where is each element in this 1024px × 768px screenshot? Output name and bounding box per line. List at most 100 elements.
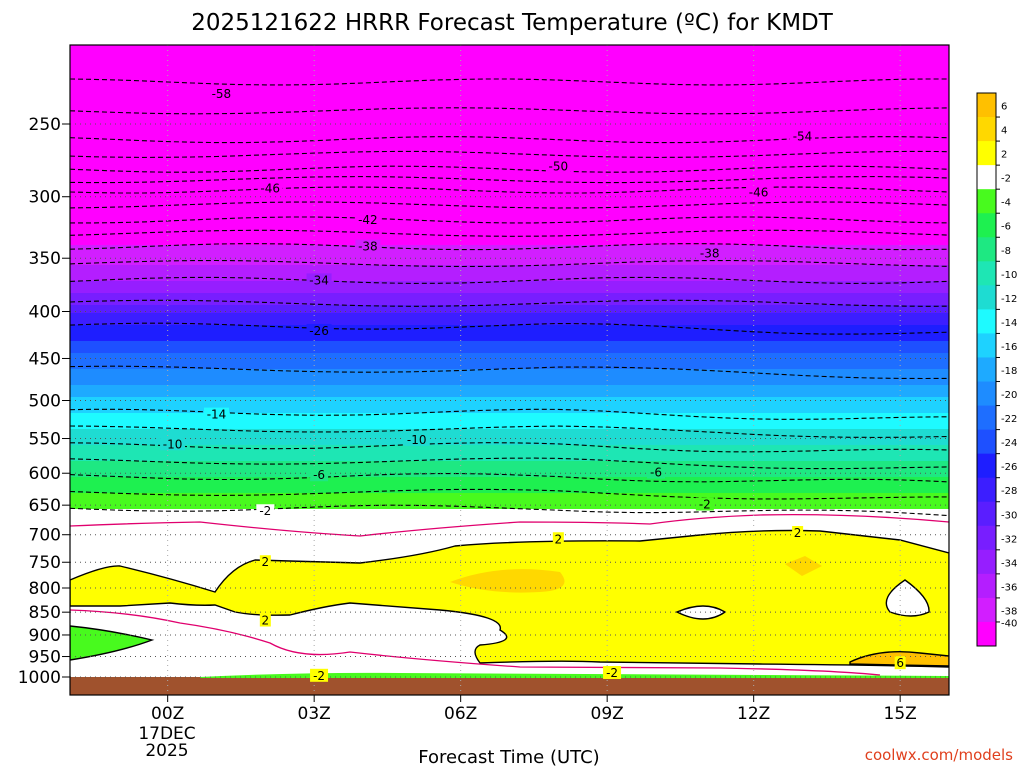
- y-tick-label: 850: [29, 603, 61, 623]
- y-tick-label: 400: [29, 302, 61, 322]
- temperature-band: [70, 53, 949, 58]
- x-tick-label: 12Z: [737, 704, 770, 724]
- temperature-band: [70, 193, 949, 198]
- temperature-band: [70, 157, 949, 162]
- warm-patch: [450, 569, 565, 593]
- colorbar-swatch: [977, 405, 996, 431]
- contour-label-bg: [306, 323, 332, 337]
- temperature-band: [70, 405, 949, 410]
- temperature-band: [70, 73, 949, 78]
- contour-label: -46: [749, 186, 769, 200]
- temperature-band: [70, 133, 949, 138]
- temperature-band: [70, 469, 949, 474]
- contour-label-bg: [697, 246, 723, 260]
- temperature-band: [70, 185, 949, 190]
- y-tick-label: 950: [29, 648, 61, 668]
- contour-label-bg: [894, 656, 906, 670]
- contour-label: -54: [793, 130, 813, 144]
- contour-label: -2: [259, 504, 271, 518]
- colorbar-label: -2: [1001, 174, 1011, 185]
- temperature-band: [70, 377, 949, 382]
- y-tick-label: 700: [29, 526, 61, 546]
- near-surface-green: [200, 672, 949, 678]
- temperature-band: [70, 533, 949, 538]
- colorbar-swatch: [977, 333, 996, 358]
- colorbar-label: -38: [1001, 606, 1017, 617]
- temperature-band: [70, 317, 949, 322]
- temperature-band: [70, 301, 949, 306]
- temperature-band: [70, 233, 949, 238]
- temperature-band: [70, 481, 949, 486]
- colorbar-label: -30: [1001, 510, 1017, 521]
- temperature-band: [70, 297, 949, 302]
- temperature-band: [70, 449, 949, 454]
- contour-label-bg: [545, 159, 571, 173]
- temperature-band: [70, 221, 949, 226]
- temperature-band: [70, 137, 949, 142]
- temperature-band: [70, 277, 949, 282]
- temperature-band: [70, 437, 949, 442]
- temperature-band: [70, 413, 949, 418]
- isotherm-line: [70, 216, 949, 224]
- cool-pocket: [885, 579, 930, 617]
- credit-label: coolwx.com/models: [865, 746, 1013, 764]
- colorbar-label: -16: [1001, 342, 1017, 353]
- temperature-band: [70, 205, 949, 210]
- contour-label: 2: [262, 555, 270, 569]
- colorbar-swatch: [977, 549, 996, 575]
- contour-label: -10: [407, 433, 427, 447]
- temperature-band: [70, 537, 949, 542]
- temperature-band: [70, 145, 949, 150]
- temperature-band: [70, 345, 949, 350]
- isotherm-line: [70, 504, 949, 517]
- temperature-band: [70, 173, 949, 178]
- isotherm-line: [70, 276, 949, 284]
- colorbar-swatch: [977, 525, 996, 551]
- contour-label-bg: [257, 181, 283, 195]
- contour-label-bg: [208, 87, 234, 101]
- colorbar-label: -40: [1001, 618, 1017, 629]
- contour-label: -6: [650, 466, 662, 480]
- isotherm-line: [70, 150, 949, 158]
- y-tick-label: 800: [29, 579, 61, 599]
- colorbar-swatch: [977, 117, 996, 142]
- colorbar-swatch: [977, 189, 996, 214]
- temperature-band: [70, 269, 949, 274]
- colorbar-label: -12: [1001, 294, 1017, 305]
- y-tick-label: 250: [29, 115, 61, 135]
- contour-label: -34: [309, 273, 329, 287]
- temperature-band: [70, 165, 949, 170]
- temperature-band: [70, 93, 949, 98]
- temperature-band: [70, 125, 949, 130]
- temperature-band: [70, 425, 949, 430]
- isotherm-line: [70, 259, 949, 268]
- temperature-band: [70, 305, 949, 310]
- temperature-band: [70, 273, 949, 278]
- contour-label: -38: [358, 240, 378, 254]
- temperature-band: [70, 49, 949, 54]
- contour-label-bg: [310, 468, 329, 482]
- colorbar-swatch: [977, 165, 996, 190]
- temperature-band: [70, 241, 949, 246]
- contour-label-bg: [552, 532, 564, 546]
- temperature-band: [70, 525, 949, 530]
- temperature-band: [70, 265, 949, 270]
- colorbar-label: -34: [1001, 558, 1017, 569]
- temperature-band: [70, 661, 949, 666]
- freezing-isotherm-upper: [70, 513, 949, 537]
- temperature-band: [70, 153, 949, 158]
- temperature-band: [70, 181, 949, 186]
- temperature-band: [70, 385, 949, 390]
- isotherm-line: [70, 201, 949, 209]
- contour-label-bg: [306, 273, 332, 287]
- temperature-band: [70, 501, 949, 506]
- temperature-band: [70, 421, 949, 426]
- contour-label: -38: [700, 247, 720, 261]
- temperature-band: [70, 669, 949, 674]
- y-tick-label: 650: [29, 496, 61, 516]
- isotherm-line: [70, 229, 949, 237]
- x-tick-label: 15Z: [884, 704, 917, 724]
- temperature-band: [70, 365, 949, 370]
- contour-label: 2: [262, 614, 270, 628]
